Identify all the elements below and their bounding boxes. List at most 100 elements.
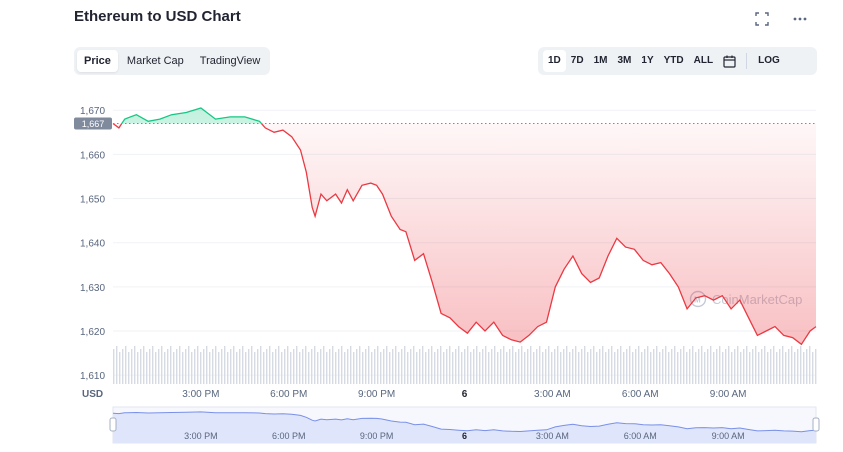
volume-bar [599,349,601,384]
volume-bar [719,346,721,384]
volume-bar [257,349,259,384]
volume-bar [809,346,811,384]
volume-bar [470,352,472,384]
volume-bar [284,349,286,384]
volume-bar [356,349,358,384]
volume-bar [806,349,808,384]
volume-bar [278,346,280,384]
volume-bar [662,349,664,384]
volume-bar [527,349,529,384]
volume-bar [266,349,268,384]
volume-bar [161,346,163,384]
volume-bar [794,352,796,384]
volume-bar [407,352,409,384]
volume-bar [656,346,658,384]
currency-label: USD [82,389,103,400]
volume-bar [533,352,535,384]
navigator[interactable]: 3:00 PM 6:00 PM 9:00 PM 6 3:00 AM 6:00 AM 9:00… [109,406,820,444]
price-area-above [113,108,816,124]
navigator-tick-label: 6:00 AM [624,431,657,441]
range-7d[interactable]: 7D [570,55,584,66]
volume-bar [536,349,538,384]
calendar-icon[interactable] [718,50,740,72]
volume-bar [170,346,172,384]
volume-bar [707,349,709,384]
volume-bar [299,352,301,384]
volume-bar [350,346,352,384]
range-1y[interactable]: 1Y [641,55,654,66]
volume-bar [260,346,262,384]
volume-bar [464,349,466,384]
volume-bar [218,352,220,384]
navigator-area [113,411,816,443]
volume-bar [476,346,478,384]
volume-bar [785,352,787,384]
volume-bar [368,346,370,384]
tab-price[interactable]: Price [77,50,118,72]
volume-bar [764,346,766,384]
volume-bar [353,352,355,384]
volume-bar [671,349,673,384]
range-1d[interactable]: 1D [543,50,566,72]
volume-bar [134,346,136,384]
volume-bar [761,349,763,384]
volume-bar [323,346,325,384]
volume-bar [314,346,316,384]
volume-bar [755,346,757,384]
log-scale-toggle[interactable]: LOG [758,55,780,66]
volume-bar [335,352,337,384]
more-horizontal-icon[interactable] [791,12,809,30]
volume-bar [779,349,781,384]
volume-bar [374,349,376,384]
navigator-tick-label: 3:00 AM [536,431,569,441]
volume-bar [398,352,400,384]
volume-bars [113,346,817,384]
volume-bar [680,349,682,384]
volume-bar [611,346,613,384]
volume-bar [716,349,718,384]
volume-bar [551,352,553,384]
range-1m[interactable]: 1M [593,55,608,66]
volume-bar [695,352,697,384]
volume-bar [491,349,493,384]
volume-bar [293,349,295,384]
navigator-handle-right[interactable] [812,417,820,432]
expand-icon[interactable] [753,12,771,30]
volume-bar [320,349,322,384]
volume-bar [329,349,331,384]
volume-bar [746,346,748,384]
range-all[interactable]: ALL [693,55,714,66]
volume-bar [119,352,121,384]
volume-bar [176,349,178,384]
volume-bar [644,349,646,384]
volume-bar [689,349,691,384]
navigator-tick-label: 6 [462,431,467,441]
volume-bar [122,349,124,384]
volume-bar [437,349,439,384]
volume-bar [812,352,814,384]
volume-bar [791,346,793,384]
volume-bar [125,346,127,384]
volume-bar [302,349,304,384]
range-3m[interactable]: 3M [617,55,632,66]
volume-bar [305,346,307,384]
navigator-handle-left[interactable] [109,417,117,432]
volume-bar [605,352,607,384]
volume-bar [722,352,724,384]
chart-title: Ethereum to USD Chart [74,8,241,25]
volume-bar [659,352,661,384]
volume-bar [770,349,772,384]
range-ytd[interactable]: YTD [663,55,684,66]
volume-bar [542,352,544,384]
tab-tradingview[interactable]: TradingView [199,55,261,67]
volume-bar [116,346,118,384]
volume-bar [590,349,592,384]
volume-bar [296,346,298,384]
volume-bar [203,349,205,384]
volume-bar [140,349,142,384]
x-tick-label: 9:00 AM [710,389,747,400]
tab-market-cap[interactable]: Market Cap [126,55,184,67]
volume-bar [710,346,712,384]
volume-bar [587,352,589,384]
